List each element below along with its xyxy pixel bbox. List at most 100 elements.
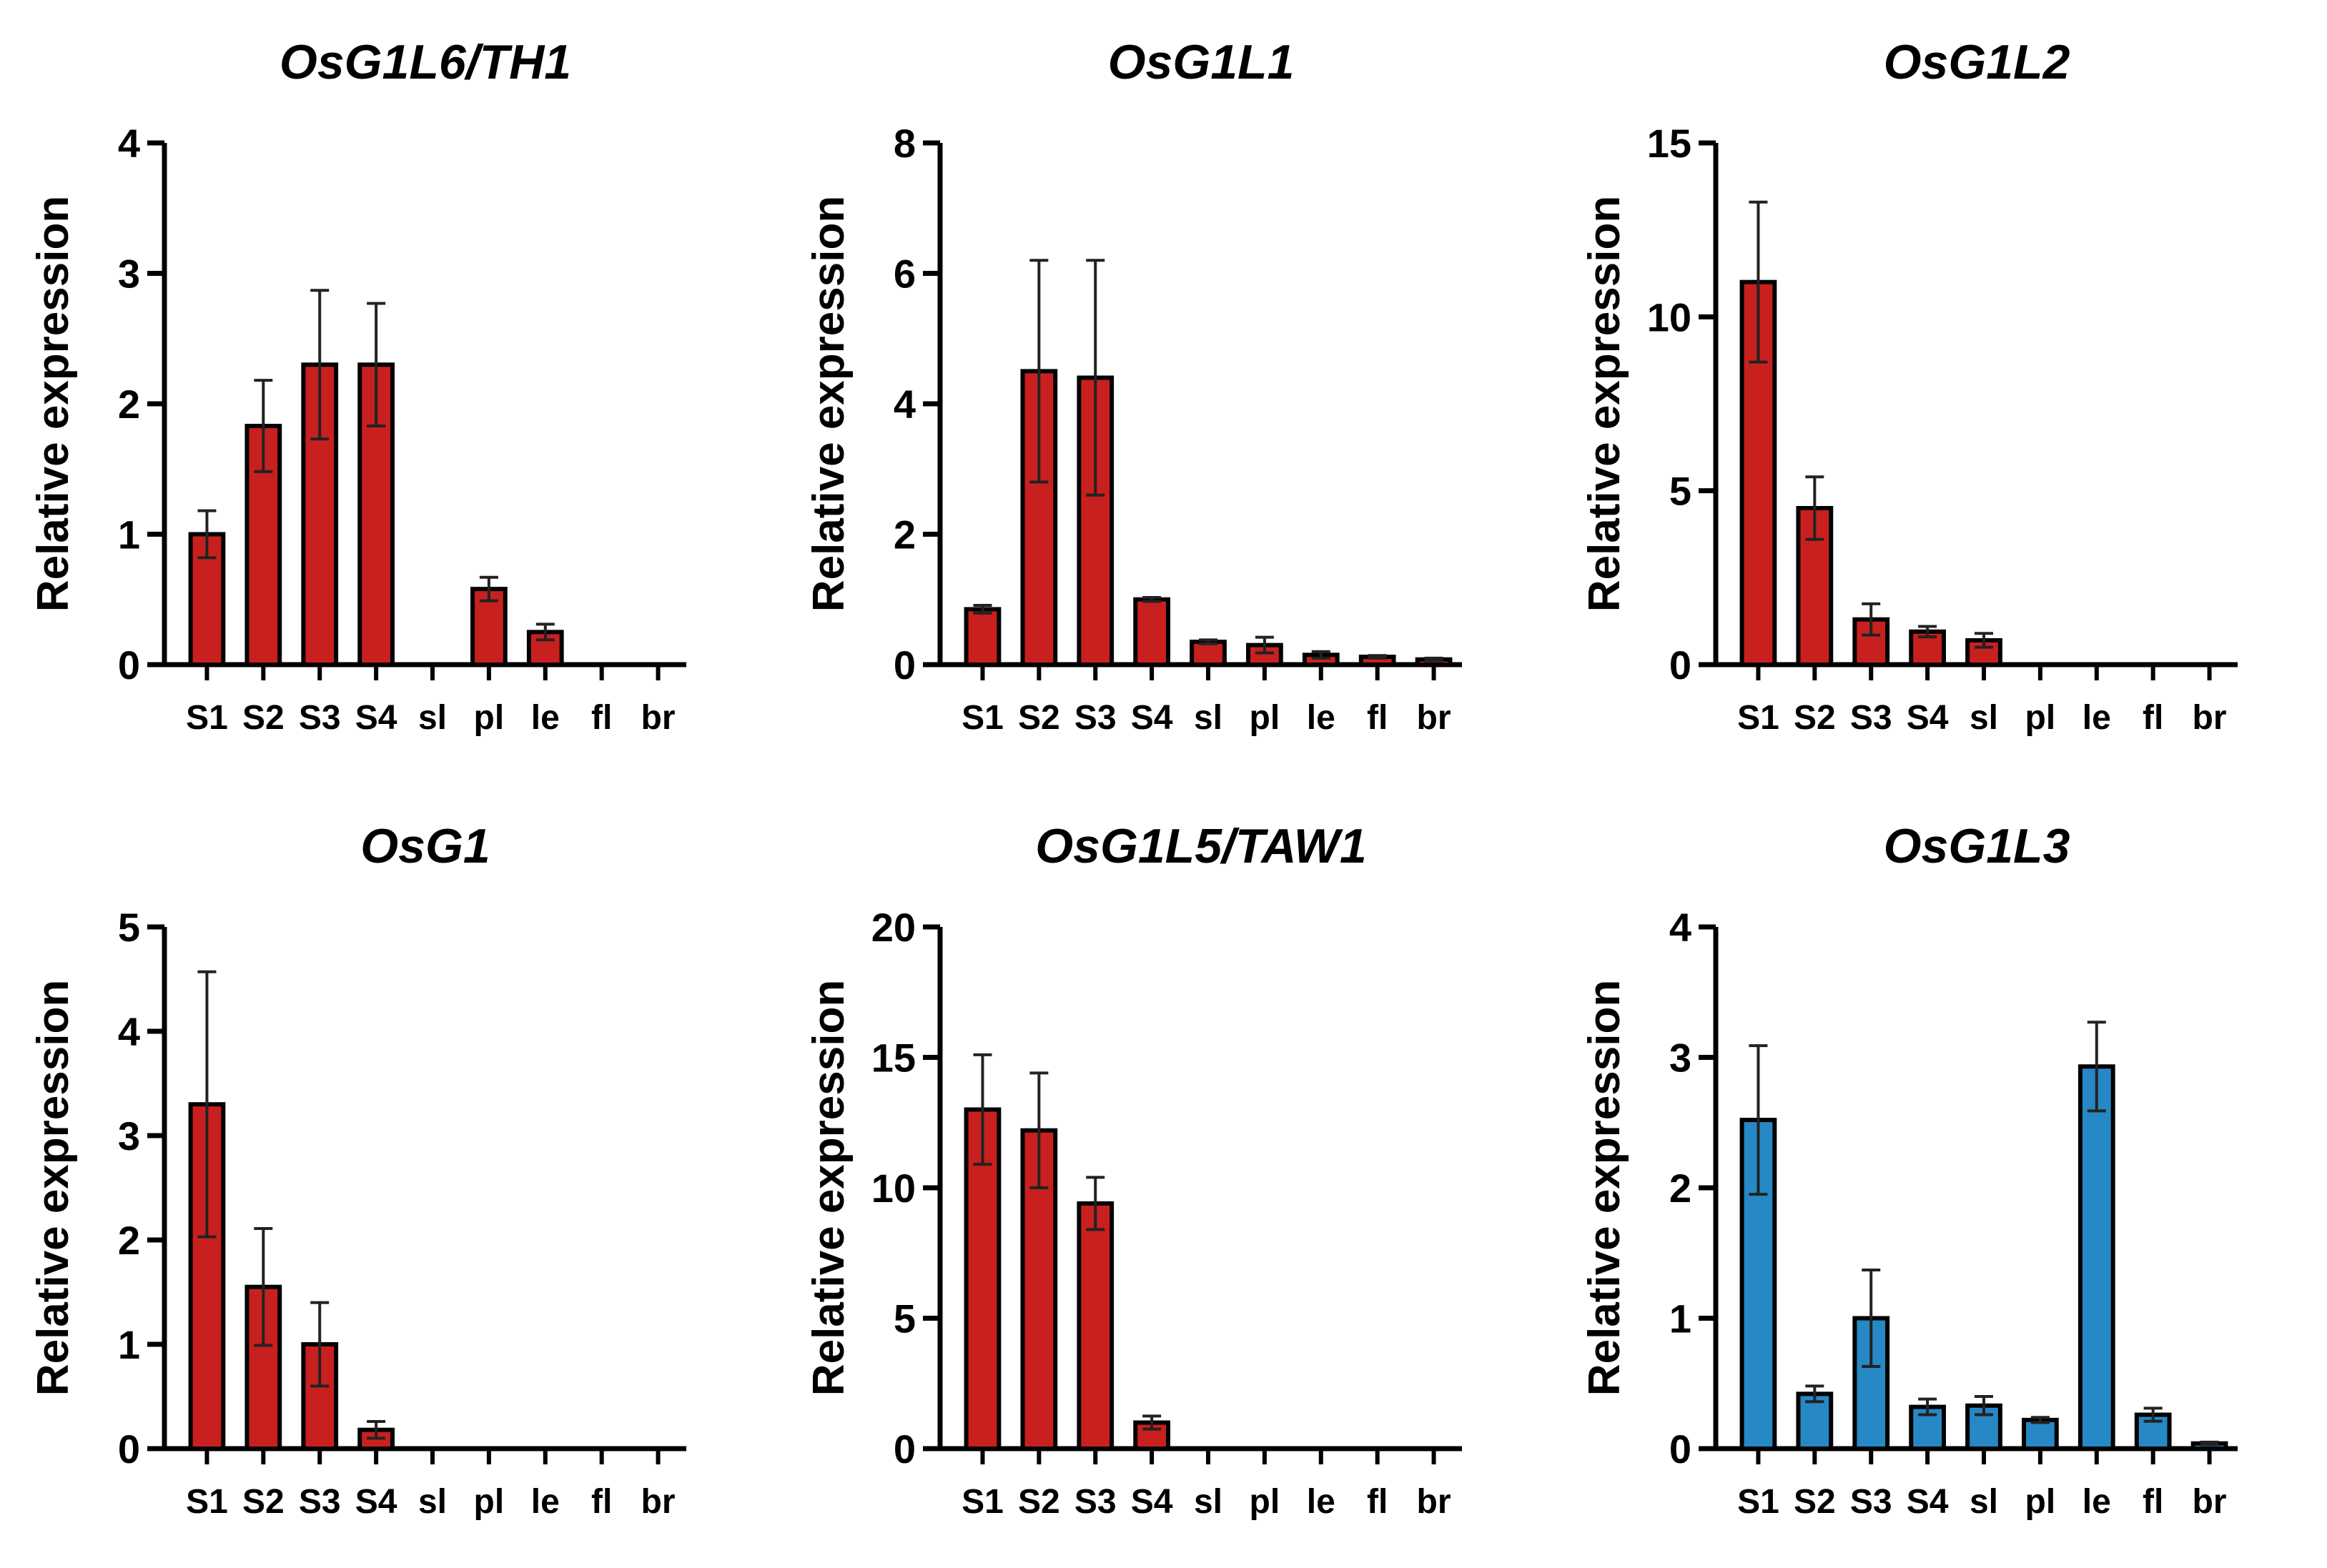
y-tick-label: 5 <box>1669 469 1691 514</box>
x-tick-label: fl <box>1367 699 1388 737</box>
x-tick-label: S2 <box>242 1483 285 1521</box>
x-tick-label: S1 <box>1737 699 1779 737</box>
x-tick-label: pl <box>2025 699 2056 737</box>
x-tick-label: fl <box>2143 1483 2163 1521</box>
y-tick-label: 1 <box>118 1322 140 1367</box>
y-tick-label: 0 <box>118 1426 140 1472</box>
x-tick-label: S3 <box>299 699 341 737</box>
y-tick-label: 3 <box>118 1113 140 1158</box>
x-tick-label: S2 <box>1018 1483 1060 1521</box>
x-tick-label: sl <box>418 699 447 737</box>
y-axis-label: Relative expression <box>29 196 78 612</box>
y-axis-label: Relative expression <box>804 980 854 1396</box>
chart-title: OsG1L6/TH1 <box>280 35 571 89</box>
y-tick-label: 10 <box>1647 294 1691 339</box>
y-tick-label: 0 <box>118 642 140 688</box>
x-tick-label: S3 <box>1850 699 1892 737</box>
x-tick-label: S3 <box>1850 1483 1892 1521</box>
chart-panel: OsG1 Relative expression 0 1 2 3 4 5 S1 S2 S3 S4 sl p… <box>29 819 686 1521</box>
x-tick-label: S3 <box>299 1483 341 1521</box>
y-tick-label: 20 <box>871 905 916 950</box>
x-tick-label: pl <box>1250 1483 1280 1521</box>
x-tick-label: fl <box>591 699 612 737</box>
bar <box>2077 1064 2115 1451</box>
x-tick-label: S4 <box>1131 1483 1173 1521</box>
x-tick-label: S2 <box>242 699 285 737</box>
bar <box>1077 1201 1115 1452</box>
x-tick-label: sl <box>1970 699 1998 737</box>
y-axis-label: Relative expression <box>804 196 854 612</box>
chart-panel: OsG1L2 Relative expression 0 5 10 15 S1 S2 S3 S4 s… <box>1580 35 2238 737</box>
x-tick-label: br <box>2193 1483 2227 1521</box>
bar <box>964 1107 1002 1451</box>
chart-title: OsG1L3 <box>1884 819 2070 873</box>
y-tick-label: 2 <box>118 1218 140 1263</box>
chart-title: OsG1 <box>360 819 490 873</box>
y-tick-label: 10 <box>871 1166 916 1211</box>
bar <box>2022 1417 2059 1451</box>
x-tick-label: S1 <box>1737 1483 1779 1521</box>
y-tick-label: 4 <box>894 382 916 427</box>
y-axis-label: Relative expression <box>1580 196 1629 612</box>
x-tick-label: S2 <box>1794 699 1836 737</box>
y-tick-label: 8 <box>894 121 916 166</box>
y-tick-label: 5 <box>894 1296 916 1341</box>
x-tick-label: le <box>1307 1483 1335 1521</box>
x-tick-label: le <box>1307 699 1335 737</box>
x-tick-label: le <box>2083 1483 2111 1521</box>
y-tick-label: 0 <box>1669 642 1691 688</box>
x-tick-label: br <box>1417 1483 1451 1521</box>
x-tick-label: br <box>1417 699 1451 737</box>
x-tick-label: le <box>2083 699 2111 737</box>
x-tick-label: sl <box>1194 1483 1222 1521</box>
y-tick-label: 2 <box>1669 1166 1691 1211</box>
y-tick-label: 0 <box>894 642 916 688</box>
y-tick-label: 2 <box>118 382 140 427</box>
bar <box>1133 597 1170 667</box>
y-axis-label: Relative expression <box>1580 980 1629 1396</box>
y-tick-label: 15 <box>1647 121 1691 166</box>
y-tick-label: 4 <box>118 121 140 166</box>
chart-panel: OsG1L3 Relative expression 0 1 2 3 4 S1 S2 S3 S4 sl… <box>1580 819 2238 1521</box>
y-tick-label: 3 <box>1669 1036 1691 1081</box>
y-tick-label: 3 <box>118 252 140 297</box>
y-tick-label: 4 <box>1669 905 1691 950</box>
chart-title: OsG1L1 <box>1108 35 1295 89</box>
x-tick-label: S2 <box>1794 1483 1836 1521</box>
chart-panel: OsG1L1 Relative expression 0 2 4 6 8 S1 S2 S3 S4 sl… <box>804 35 1462 737</box>
y-tick-label: 1 <box>1669 1296 1691 1341</box>
x-tick-label: S1 <box>962 1483 1004 1521</box>
chart-panel: OsG1L5/TAW1 Relative expression 0 5 10 15 20 S1… <box>804 819 1462 1521</box>
y-tick-label: 2 <box>894 512 916 557</box>
x-tick-label: fl <box>2143 699 2163 737</box>
y-tick-label: 0 <box>894 1426 916 1472</box>
x-tick-label: S3 <box>1074 1483 1117 1521</box>
x-tick-label: S4 <box>355 1483 397 1521</box>
x-tick-label: pl <box>474 1483 505 1521</box>
y-tick-label: 6 <box>894 252 916 297</box>
y-tick-label: 0 <box>1669 1426 1691 1472</box>
x-tick-label: S1 <box>962 699 1004 737</box>
x-tick-label: sl <box>418 1483 447 1521</box>
x-tick-label: S1 <box>186 1483 228 1521</box>
y-axis-label: Relative expression <box>29 980 78 1396</box>
x-tick-label: S4 <box>355 699 397 737</box>
x-tick-label: pl <box>1250 699 1280 737</box>
x-tick-label: pl <box>2025 1483 2056 1521</box>
y-tick-label: 4 <box>118 1009 140 1054</box>
chart-title: OsG1L5/TAW1 <box>1035 819 1367 873</box>
x-tick-label: br <box>641 699 676 737</box>
x-tick-label: fl <box>591 1483 612 1521</box>
x-tick-label: sl <box>1970 1483 1998 1521</box>
x-tick-label: S4 <box>1907 1483 1949 1521</box>
x-tick-label: pl <box>474 699 505 737</box>
x-tick-label: S3 <box>1074 699 1117 737</box>
y-tick-label: 5 <box>118 905 140 950</box>
y-tick-label: 15 <box>871 1036 916 1081</box>
x-tick-label: S4 <box>1907 699 1949 737</box>
x-tick-label: le <box>531 1483 560 1521</box>
bar <box>1190 640 1227 667</box>
chart-title: OsG1L2 <box>1884 35 2070 89</box>
x-tick-label: fl <box>1367 1483 1388 1521</box>
